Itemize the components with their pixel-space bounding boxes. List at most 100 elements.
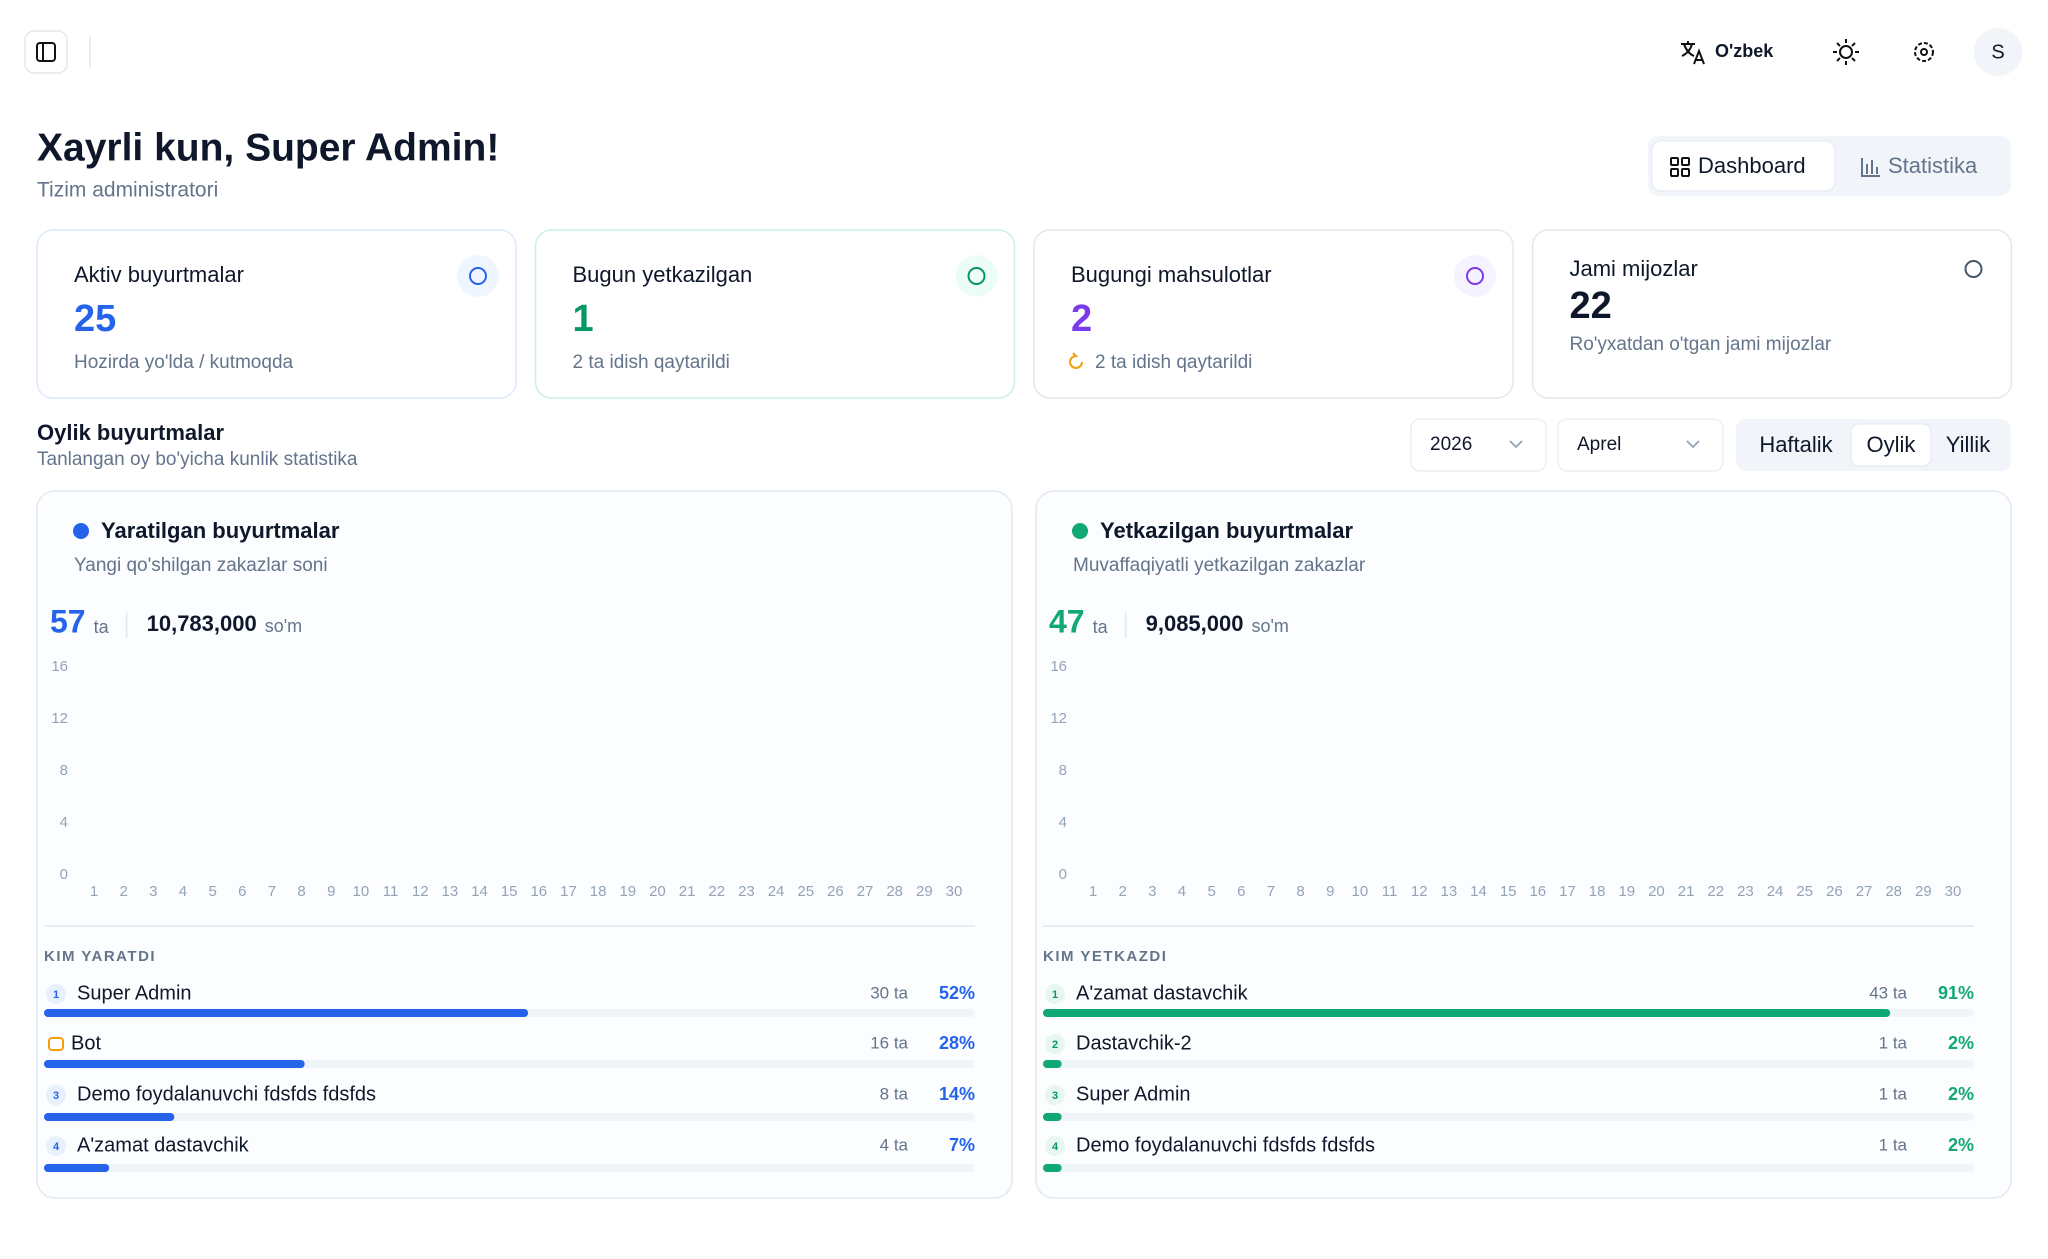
greeting-title: Xayrli kun, Super Admin! bbox=[37, 126, 499, 169]
period-option: Oylik bbox=[1867, 432, 1917, 457]
progress-bar bbox=[1043, 1113, 1062, 1121]
card-note: 2 ta idish qaytarildi bbox=[573, 352, 730, 373]
section-title: Oylik buyurtmalar bbox=[37, 420, 225, 445]
x-tick-label: 3 bbox=[149, 883, 157, 900]
card-value: 22 bbox=[1570, 285, 1612, 327]
x-tick-label: 18 bbox=[1589, 883, 1606, 900]
y-tick-label: 0 bbox=[60, 866, 68, 883]
avatar[interactable] bbox=[1974, 28, 2022, 76]
x-tick-label: 26 bbox=[827, 883, 844, 900]
x-tick-label: 2 bbox=[1118, 883, 1126, 900]
row-name: Dastavchik-2 bbox=[1076, 1032, 1192, 1054]
x-tick-label: 12 bbox=[1411, 883, 1428, 900]
card-note: Ro'yxatdan o'tgan jami mijozlar bbox=[1570, 334, 1832, 355]
rank: 2 bbox=[1052, 1039, 1058, 1051]
x-tick-label: 9 bbox=[327, 883, 335, 900]
x-tick-label: 11 bbox=[383, 883, 399, 900]
count-unit: ta bbox=[94, 617, 110, 637]
month-select[interactable] bbox=[1557, 418, 1724, 472]
year-select[interactable] bbox=[1410, 418, 1547, 472]
card-icon bbox=[469, 267, 487, 285]
x-tick-label: 9 bbox=[1326, 883, 1334, 900]
bot-icon bbox=[48, 1037, 64, 1051]
rank-badge bbox=[46, 1085, 66, 1105]
panel-subtitle: Muvaffaqiyatli yetkazilgan zakazlar bbox=[1073, 555, 1366, 576]
x-tick-label: 8 bbox=[297, 883, 305, 900]
language-label: O'zbek bbox=[1715, 41, 1774, 61]
card-title: Aktiv buyurtmalar bbox=[74, 262, 244, 287]
row-percent: 2% bbox=[1948, 1135, 1974, 1155]
x-tick-label: 13 bbox=[442, 883, 459, 900]
progress-bar bbox=[44, 1009, 529, 1017]
row-percent: 52% bbox=[939, 983, 975, 1003]
sidebar-toggle[interactable] bbox=[24, 30, 68, 74]
tab-label[interactable]: Statistika bbox=[1888, 153, 1978, 178]
gear-icon bbox=[1914, 42, 1934, 62]
chart-panel bbox=[36, 490, 1013, 1199]
x-tick-label: 20 bbox=[1648, 883, 1665, 900]
card-value: 25 bbox=[74, 298, 116, 340]
rank: 3 bbox=[53, 1090, 59, 1102]
panel-title: Yaratilgan buyurtmalar bbox=[101, 518, 340, 543]
tab-label: Dashboard bbox=[1698, 153, 1806, 178]
x-tick-label: 25 bbox=[797, 883, 814, 900]
x-tick-label: 6 bbox=[238, 883, 246, 900]
panel-subtitle: Yangi qo'shilgan zakazlar soni bbox=[74, 555, 328, 576]
row-percent: 2% bbox=[1948, 1084, 1974, 1104]
x-tick-label: 24 bbox=[768, 883, 785, 900]
card-title: Jami mijozlar bbox=[1570, 256, 1698, 281]
row-count: 4 ta bbox=[880, 1135, 909, 1154]
rank-badge bbox=[1045, 1034, 1065, 1054]
x-tick-label: 1 bbox=[1089, 883, 1097, 900]
x-tick-label: 30 bbox=[1945, 883, 1962, 900]
row-count: 43 ta bbox=[1869, 983, 1907, 1002]
x-tick-label: 7 bbox=[268, 883, 276, 900]
x-tick-label: 23 bbox=[1737, 883, 1754, 900]
row-percent: 91% bbox=[1938, 983, 1974, 1003]
gear-center bbox=[1920, 48, 1928, 56]
x-tick-label: 26 bbox=[1826, 883, 1843, 900]
card-title: Bugungi mahsulotlar bbox=[1071, 262, 1272, 287]
x-tick-label: 16 bbox=[530, 883, 547, 900]
x-tick-label: 5 bbox=[1207, 883, 1215, 900]
x-tick-label: 10 bbox=[353, 883, 370, 900]
x-tick-label: 3 bbox=[1148, 883, 1156, 900]
row-name: Demo foydalanuvchi fdsfds fdsfds bbox=[77, 1083, 376, 1105]
theme-button[interactable] bbox=[1833, 39, 1859, 65]
y-tick-label: 4 bbox=[1059, 814, 1067, 831]
x-tick-label: 15 bbox=[1500, 883, 1517, 900]
card-note: 2 ta idish qaytarildi bbox=[1095, 352, 1252, 373]
tab-active[interactable] bbox=[1651, 140, 1836, 192]
row-count: 30 ta bbox=[870, 983, 908, 1002]
progress-bar bbox=[44, 1164, 110, 1172]
card-icon-bg bbox=[1454, 255, 1496, 297]
stat-card bbox=[534, 229, 1016, 399]
x-tick-label: 10 bbox=[1352, 883, 1369, 900]
rank-badge bbox=[1045, 984, 1065, 1004]
rank-badge bbox=[46, 1136, 66, 1156]
x-tick-label: 19 bbox=[1618, 883, 1635, 900]
x-tick-label: 22 bbox=[708, 883, 725, 900]
row-name: A'zamat dastavchik bbox=[77, 1134, 250, 1156]
period-option: Yillik bbox=[1946, 432, 1991, 457]
row-percent: 7% bbox=[949, 1135, 975, 1155]
progress-track bbox=[44, 1113, 975, 1121]
progress-bar bbox=[1043, 1009, 1891, 1017]
x-tick-label: 14 bbox=[471, 883, 488, 900]
row-count: 1 ta bbox=[1879, 1033, 1908, 1052]
language-button[interactable]: O'zbek bbox=[1681, 41, 1774, 65]
chart-panel bbox=[1035, 490, 2012, 1199]
y-tick-label: 16 bbox=[1050, 658, 1067, 675]
row-name: Super Admin bbox=[77, 982, 192, 1004]
settings-button[interactable] bbox=[1914, 42, 1934, 62]
card-icon-bg bbox=[457, 255, 499, 297]
legend-dot bbox=[1072, 523, 1088, 539]
x-tick-label: 18 bbox=[590, 883, 607, 900]
refresh-icon bbox=[1069, 352, 1083, 369]
progress-bar bbox=[44, 1113, 175, 1121]
row-name: A'zamat dastavchik bbox=[1076, 982, 1249, 1004]
avatar-letter: S bbox=[1991, 41, 2004, 63]
y-tick-label: 8 bbox=[60, 762, 68, 779]
card-icon-bg bbox=[955, 255, 998, 297]
